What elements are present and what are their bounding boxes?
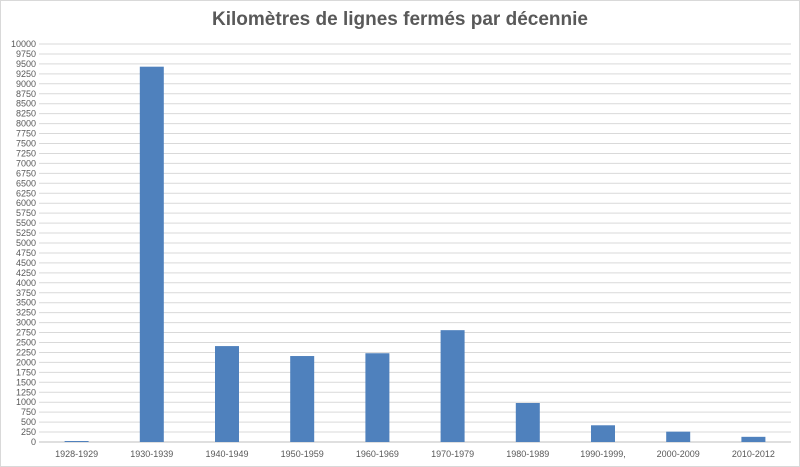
gridlines <box>39 43 791 443</box>
y-tick-label: 4000 <box>16 278 36 288</box>
bar-1940-1949 <box>215 346 239 442</box>
x-tick-label: 1950-1959 <box>281 449 324 459</box>
y-axis-tick-labels: 0250500750100012501500175020002250250027… <box>11 39 36 447</box>
y-tick-label: 2000 <box>16 357 36 367</box>
y-tick-label: 3500 <box>16 298 36 308</box>
y-tick-label: 8500 <box>16 99 36 109</box>
bar-1970-1979 <box>440 330 465 442</box>
x-tick-label: 1980-1989 <box>506 449 549 459</box>
y-tick-label: 750 <box>21 407 36 417</box>
y-tick-label: 7500 <box>16 139 36 149</box>
bar-2010-2012 <box>741 436 766 442</box>
bar-1950-1959 <box>290 356 315 442</box>
y-tick-label: 2500 <box>16 338 36 348</box>
y-tick-label: 6750 <box>16 168 36 178</box>
bar-1990-1999, <box>591 425 615 442</box>
y-tick-label: 4250 <box>16 268 36 278</box>
y-tick-label: 3250 <box>16 308 36 318</box>
bars <box>64 66 766 442</box>
y-tick-label: 10000 <box>11 39 36 49</box>
y-tick-label: 7750 <box>16 129 36 139</box>
y-tick-label: 6000 <box>16 198 36 208</box>
y-tick-label: 1750 <box>16 367 36 377</box>
y-tick-label: 6500 <box>16 178 36 188</box>
y-tick-label: 9750 <box>16 49 36 59</box>
y-tick-label: 5750 <box>16 208 36 218</box>
chart-title: Kilomètres de lignes fermés par décennie <box>212 9 588 30</box>
y-tick-label: 3000 <box>16 318 36 328</box>
y-tick-label: 1250 <box>16 387 36 397</box>
y-tick-label: 7000 <box>16 158 36 168</box>
y-tick-label: 0 <box>31 437 36 447</box>
y-tick-label: 8000 <box>16 119 36 129</box>
bar-1928-1929 <box>64 441 89 442</box>
x-tick-label: 1960-1969 <box>356 449 399 459</box>
y-tick-label: 8250 <box>16 109 36 119</box>
y-tick-label: 9000 <box>16 79 36 89</box>
y-tick-label: 5250 <box>16 228 36 238</box>
y-tick-label: 1500 <box>16 377 36 387</box>
x-tick-label: 1990-1999, <box>580 449 626 459</box>
y-tick-label: 4500 <box>16 258 36 268</box>
x-tick-label: 1940-1949 <box>205 449 248 459</box>
y-tick-label: 5000 <box>16 238 36 248</box>
bar-1960-1969 <box>365 353 390 442</box>
y-tick-label: 500 <box>21 417 36 427</box>
bar-1930-1939 <box>139 66 164 442</box>
y-tick-label: 250 <box>21 427 36 437</box>
y-tick-label: 8750 <box>16 89 36 99</box>
y-tick-label: 9500 <box>16 59 36 69</box>
y-tick-label: 4750 <box>16 248 36 258</box>
x-tick-label: 1970-1979 <box>431 449 474 459</box>
bar-1980-1989 <box>515 402 540 442</box>
x-tick-label: 2000-2009 <box>657 449 700 459</box>
x-tick-label: 1928-1929 <box>55 449 98 459</box>
bar-2000-2009 <box>666 431 691 442</box>
x-tick-label: 1930-1939 <box>130 449 173 459</box>
y-tick-label: 7250 <box>16 148 36 158</box>
y-tick-label: 2750 <box>16 328 36 338</box>
y-tick-label: 5500 <box>16 218 36 228</box>
y-tick-label: 1000 <box>16 397 36 407</box>
y-tick-label: 6250 <box>16 188 36 198</box>
x-axis-tick-labels: 1928-1929 1930-1939 1940-1949 1950-1959 1960… <box>55 449 775 459</box>
y-tick-label: 9250 <box>16 69 36 79</box>
y-tick-label: 2250 <box>16 347 36 357</box>
y-tick-label: 3750 <box>16 288 36 298</box>
x-tick-label: 2010-2012 <box>732 449 775 459</box>
